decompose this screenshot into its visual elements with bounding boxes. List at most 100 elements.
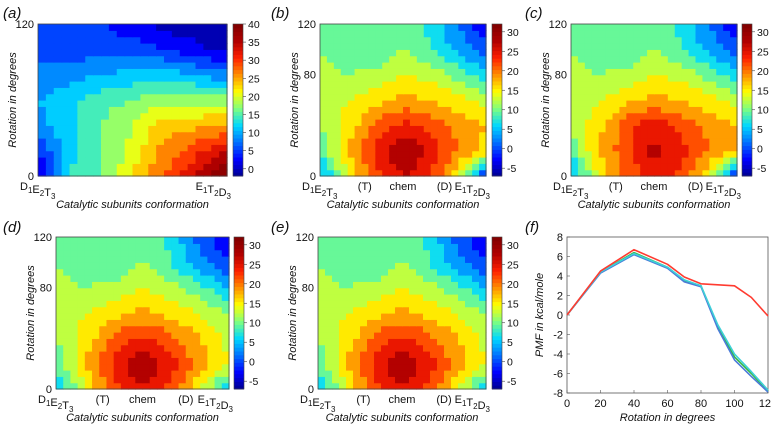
heatmap-cell <box>120 376 129 384</box>
heatmap-cell <box>200 243 208 251</box>
heatmap-cell <box>626 87 634 95</box>
heatmap-cell <box>221 338 230 346</box>
heatmap-cell <box>381 262 389 270</box>
heatmap-cell <box>77 24 86 31</box>
heatmap-cell <box>626 119 634 126</box>
heatmap-cell <box>92 357 100 365</box>
heatmap-cell <box>332 332 340 339</box>
heatmap-cell <box>113 351 122 358</box>
heatmap-cell <box>171 125 181 133</box>
heatmap-cell <box>374 332 382 339</box>
heatmap-cell <box>179 138 189 145</box>
heatmap-cell <box>211 157 220 164</box>
heatmap-cell <box>164 275 172 282</box>
heatmap-cell <box>458 125 466 133</box>
heatmap-cell <box>192 370 201 377</box>
heatmap-cell <box>647 163 655 171</box>
heatmap-cell <box>472 125 480 133</box>
heatmap-cell <box>77 49 86 57</box>
heatmap-cell <box>113 357 122 365</box>
heatmap-cell <box>320 119 328 126</box>
heatmap-cell <box>465 275 473 282</box>
heatmap-cell <box>148 163 157 171</box>
colorbar-segment <box>234 305 244 310</box>
y-tick-label: 0 <box>561 171 567 183</box>
heatmap-cell <box>423 306 431 314</box>
heatmap-cell <box>367 319 375 327</box>
heatmap-cell <box>53 112 63 120</box>
heatmap-cell <box>77 81 86 88</box>
heatmap-cell <box>619 74 627 82</box>
heatmap-cell <box>320 112 328 120</box>
heatmap-cell <box>318 275 326 282</box>
heatmap-cell <box>479 249 487 257</box>
heatmap-cell <box>375 144 383 152</box>
heatmap-cell <box>395 370 403 377</box>
heatmap-cell <box>164 319 172 327</box>
heatmap-cell <box>207 294 216 301</box>
heatmap-cell <box>325 344 333 352</box>
heatmap-cell <box>149 332 158 339</box>
heatmap-cell <box>402 237 410 244</box>
heatmap-cell <box>360 243 368 251</box>
heatmap-cell <box>688 163 697 171</box>
heatmap-cell <box>472 157 480 164</box>
heatmap-cell <box>192 351 201 358</box>
heatmap-cell <box>367 256 375 263</box>
colorbar-tick-label: 20 <box>248 91 260 103</box>
y-axis-label: Rotation in degrees <box>287 265 299 361</box>
heatmap-cell <box>164 376 172 384</box>
colorbar-segment <box>742 145 752 150</box>
heatmap-cell <box>221 281 230 289</box>
heatmap-cell <box>85 100 94 107</box>
colorbar-tick-label: 5 <box>507 124 513 136</box>
heatmap-cell <box>106 237 115 244</box>
heatmap-cell <box>320 36 328 44</box>
colorbar-segment <box>234 332 244 337</box>
heatmap-cell <box>619 30 627 38</box>
heatmap-cell <box>423 262 431 270</box>
heatmap-cell <box>396 30 404 38</box>
colorbar-segment <box>492 149 502 154</box>
colorbar-segment <box>234 271 244 276</box>
heatmap-cell <box>187 131 197 139</box>
heatmap-cell <box>403 157 411 164</box>
heatmap-cell <box>325 275 333 282</box>
heatmap-cell <box>347 163 356 171</box>
heatmap-cell <box>332 281 340 289</box>
heatmap-cell <box>116 43 126 50</box>
heatmap-cell <box>113 325 122 333</box>
heatmap-cell <box>584 138 593 145</box>
heatmap-cell <box>437 325 445 333</box>
heatmap-cell <box>591 49 600 57</box>
heatmap-cell <box>45 100 55 107</box>
heatmap-cell <box>156 243 165 251</box>
heatmap-cell <box>185 376 194 384</box>
heatmap-cell <box>709 24 717 31</box>
heatmap-cell <box>63 370 72 377</box>
heatmap-cell <box>695 157 704 164</box>
heatmap-cell <box>647 93 655 101</box>
heatmap-cell <box>221 363 230 371</box>
heatmap-cell <box>577 68 586 76</box>
heatmap-cell <box>332 275 340 282</box>
heatmap-cell <box>70 300 79 308</box>
heatmap-cell <box>374 268 382 276</box>
heatmap-cell <box>381 256 389 263</box>
colorbar-segment <box>234 286 244 291</box>
heatmap-cell <box>38 36 47 44</box>
y-tick-label: -8 <box>553 388 563 400</box>
heatmap-cell <box>465 325 473 333</box>
heatmap-cell <box>382 106 390 114</box>
heatmap-cell <box>333 131 342 139</box>
heatmap-cell <box>38 169 47 177</box>
heatmap-cell <box>333 62 342 69</box>
y-tick-label: 0 <box>46 384 52 396</box>
heatmap-cell <box>178 370 187 377</box>
heatmap-cell <box>140 74 149 82</box>
colorbar-segment <box>492 377 502 382</box>
heatmap-cell <box>451 332 459 339</box>
heatmap-cell <box>458 150 466 158</box>
heatmap-cell <box>135 281 144 289</box>
